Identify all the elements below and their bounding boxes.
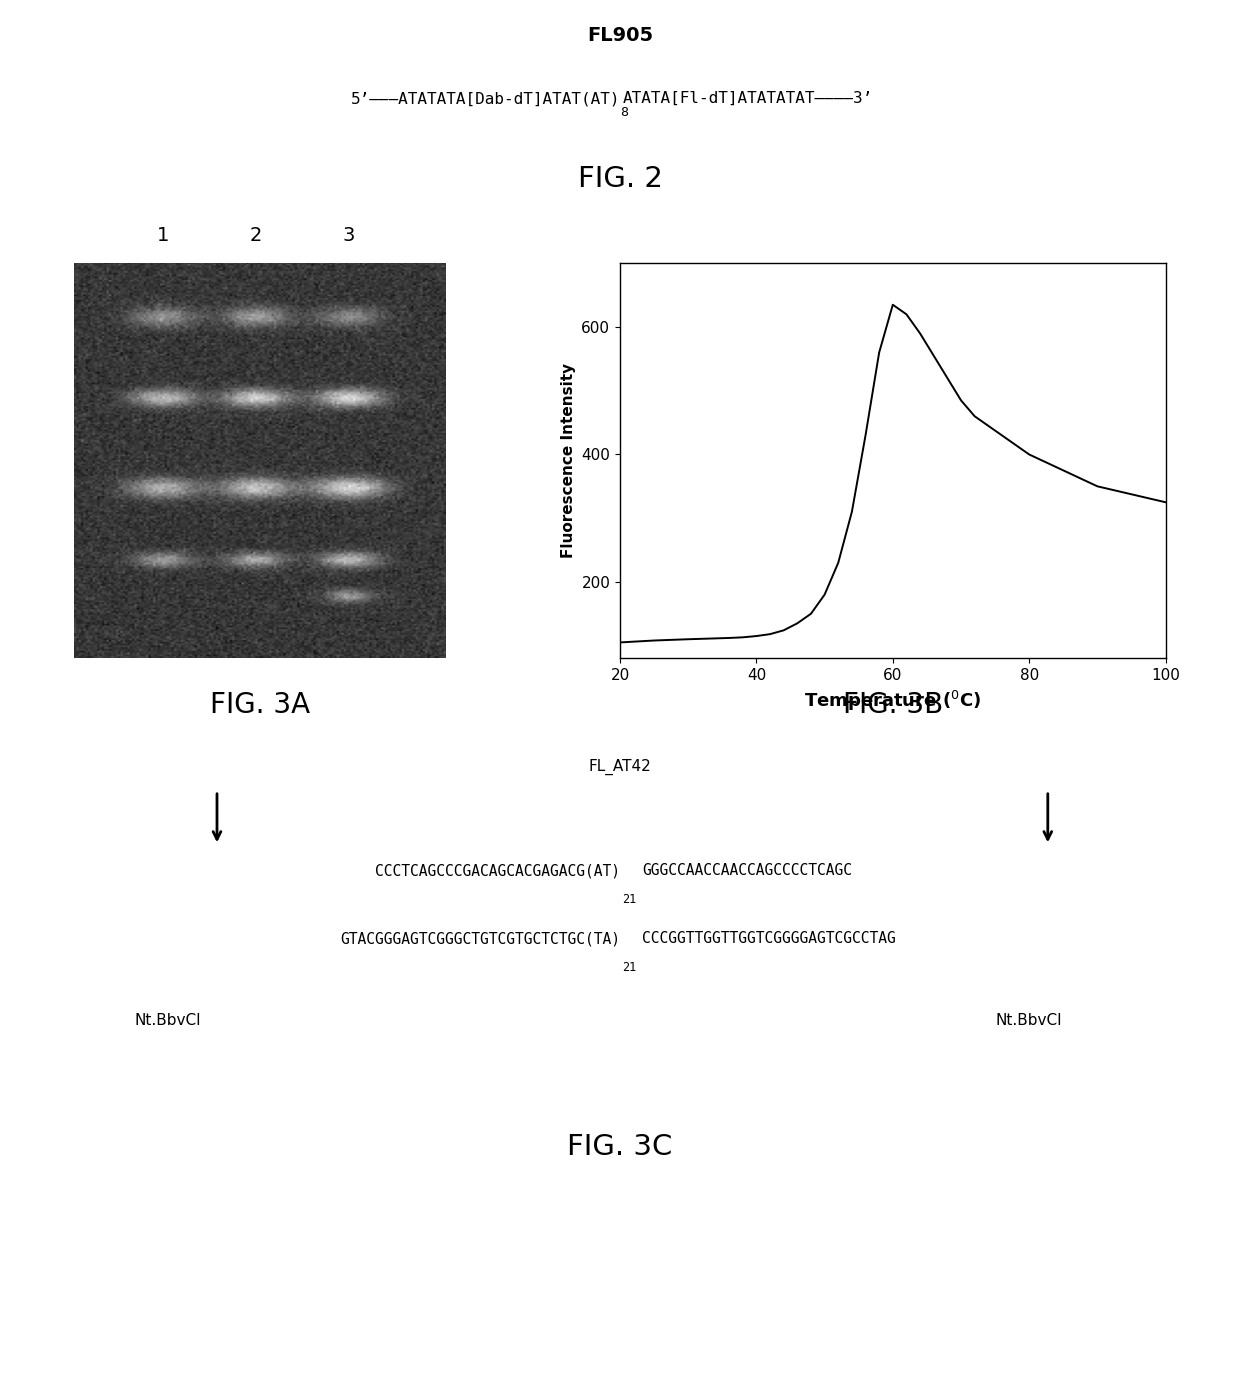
- Text: 1: 1: [156, 226, 169, 245]
- Text: FIG. 2: FIG. 2: [578, 165, 662, 193]
- Text: 21: 21: [622, 960, 636, 974]
- Text: FIG. 3B: FIG. 3B: [843, 690, 942, 719]
- Text: 3: 3: [342, 226, 355, 245]
- Text: GGGCCAACCAACCAGCCCCTCAGC: GGGCCAACCAACCAGCCCCTCAGC: [642, 863, 852, 879]
- Text: Nt.BbvCI: Nt.BbvCI: [996, 1013, 1063, 1028]
- Text: FIG. 3C: FIG. 3C: [568, 1132, 672, 1161]
- Text: CCCTCAGCCCGACAGCACGAGACG(AT): CCCTCAGCCCGACAGCACGAGACG(AT): [374, 863, 620, 879]
- Text: 2: 2: [249, 226, 262, 245]
- Text: ATATA[Fl-dT]ATATATAT————3’: ATATA[Fl-dT]ATATATAT————3’: [622, 91, 873, 107]
- Text: CCCGGTTGGTTGGTCGGGGAGTCGCCTAG: CCCGGTTGGTTGGTCGGGGAGTCGCCTAG: [642, 931, 897, 947]
- Text: GTACGGGAGTCGGGCTGTCGTGCTCTGC(TA): GTACGGGAGTCGGGCTGTCGTGCTCTGC(TA): [340, 931, 620, 947]
- Text: FL905: FL905: [587, 25, 653, 44]
- Text: 21: 21: [622, 893, 636, 906]
- Text: 5’———ATATATA[Dab-dT]ATAT(AT): 5’———ATATATA[Dab-dT]ATAT(AT): [351, 91, 620, 107]
- Text: 8: 8: [620, 107, 627, 119]
- Text: FL_AT42: FL_AT42: [589, 758, 651, 775]
- X-axis label: Temperature ($^0$C): Temperature ($^0$C): [805, 689, 981, 712]
- Text: Nt.BbvCI: Nt.BbvCI: [134, 1013, 201, 1028]
- Text: FIG. 3A: FIG. 3A: [211, 690, 310, 719]
- Y-axis label: Fluorescence Intensity: Fluorescence Intensity: [560, 363, 575, 559]
